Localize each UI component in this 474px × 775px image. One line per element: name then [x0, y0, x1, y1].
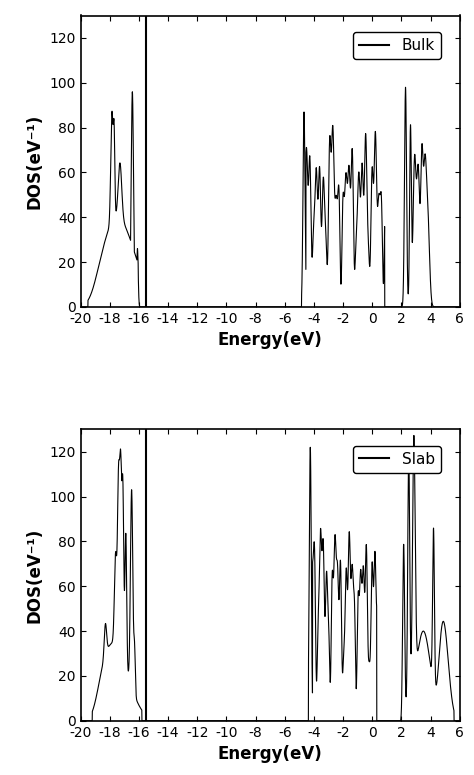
X-axis label: Energy(eV): Energy(eV) — [218, 746, 322, 763]
Legend: Bulk: Bulk — [353, 32, 441, 59]
X-axis label: Energy(eV): Energy(eV) — [218, 332, 322, 350]
Y-axis label: DOS(eV⁻¹): DOS(eV⁻¹) — [26, 114, 44, 208]
Legend: Slab: Slab — [353, 446, 441, 473]
Y-axis label: DOS(eV⁻¹): DOS(eV⁻¹) — [26, 528, 44, 622]
